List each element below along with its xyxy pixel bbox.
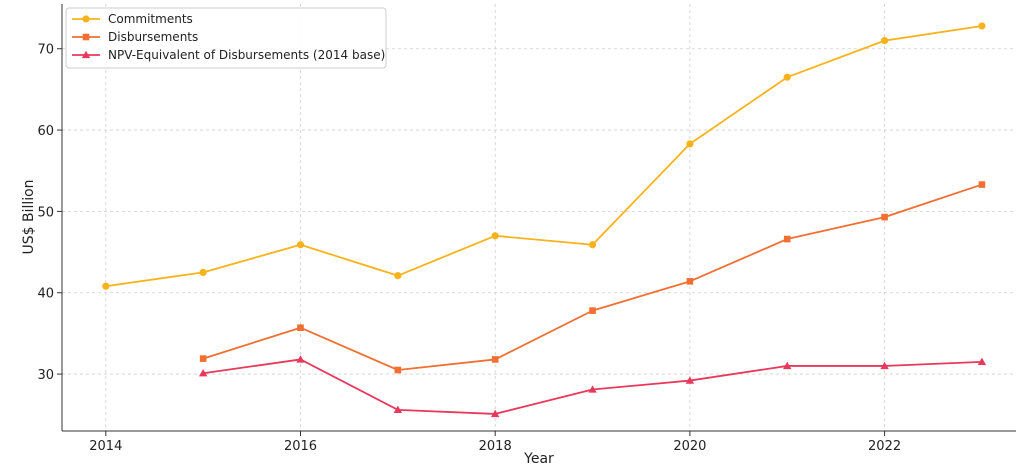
legend-label: Disbursements [108, 30, 198, 44]
x-axis-label: Year [523, 451, 554, 467]
legend-marker [82, 33, 90, 41]
series-line [105, 25, 983, 288]
data-point [296, 241, 305, 249]
data-point [686, 278, 694, 285]
y-tick-label: 60 [37, 124, 54, 139]
series-1 [102, 22, 986, 290]
y-tick-label: 50 [37, 205, 54, 220]
data-point [393, 405, 403, 414]
series-2 [199, 181, 986, 374]
data-point [783, 235, 791, 243]
data-point [491, 356, 499, 363]
x-ticks: 2014 2016 2018 2020 2022 [89, 431, 901, 454]
legend-marker [82, 15, 90, 23]
data-point [588, 241, 597, 249]
y-tick-label: 30 [37, 368, 54, 383]
data-point [491, 232, 499, 240]
data-point [394, 366, 402, 374]
x-tick-label: 2020 [673, 439, 706, 454]
series-3 [198, 355, 987, 418]
data-point [102, 282, 110, 290]
legend-item: Commitments [72, 12, 193, 26]
data-point [296, 355, 305, 363]
x-tick-label: 2014 [89, 439, 122, 454]
data-point [978, 181, 986, 188]
data-point [588, 385, 597, 393]
data-point [880, 37, 889, 45]
axes [61, 4, 1016, 432]
series-layer [102, 22, 987, 418]
data-point [977, 357, 987, 366]
data-point [880, 361, 889, 370]
data-point [881, 213, 888, 221]
data-point [199, 268, 207, 276]
y-ticks: 30 40 50 60 70 [37, 43, 62, 383]
legend: Commitments Disbursements NPV-Equivalent o… [65, 7, 387, 69]
x-tick-label: 2022 [868, 439, 901, 454]
legend-label: NPV-Equivalent of Disbursements (2014 ba… [108, 48, 385, 62]
data-point [686, 140, 694, 148]
legend-item: NPV-Equivalent of Disbursements (2014 ba… [72, 48, 385, 62]
y-axis-label: US$ Billion [21, 179, 37, 254]
x-tick-label: 2016 [284, 439, 317, 454]
data-point [685, 376, 695, 384]
legend-item: Disbursements [72, 30, 198, 44]
data-point [199, 355, 207, 362]
y-tick-label: 40 [37, 287, 54, 302]
series-line [202, 183, 983, 371]
data-point [589, 307, 596, 314]
data-point [978, 22, 986, 30]
data-point [783, 361, 792, 370]
data-point [297, 324, 304, 332]
data-point [490, 409, 500, 418]
legend-box [65, 7, 387, 69]
data-point [783, 73, 791, 81]
data-point [394, 272, 402, 280]
x-tick-label: 2018 [479, 439, 512, 454]
y-tick-label: 70 [37, 43, 54, 58]
data-point [198, 369, 208, 377]
legend-label: Commitments [108, 12, 193, 26]
legend-marker [81, 50, 91, 59]
